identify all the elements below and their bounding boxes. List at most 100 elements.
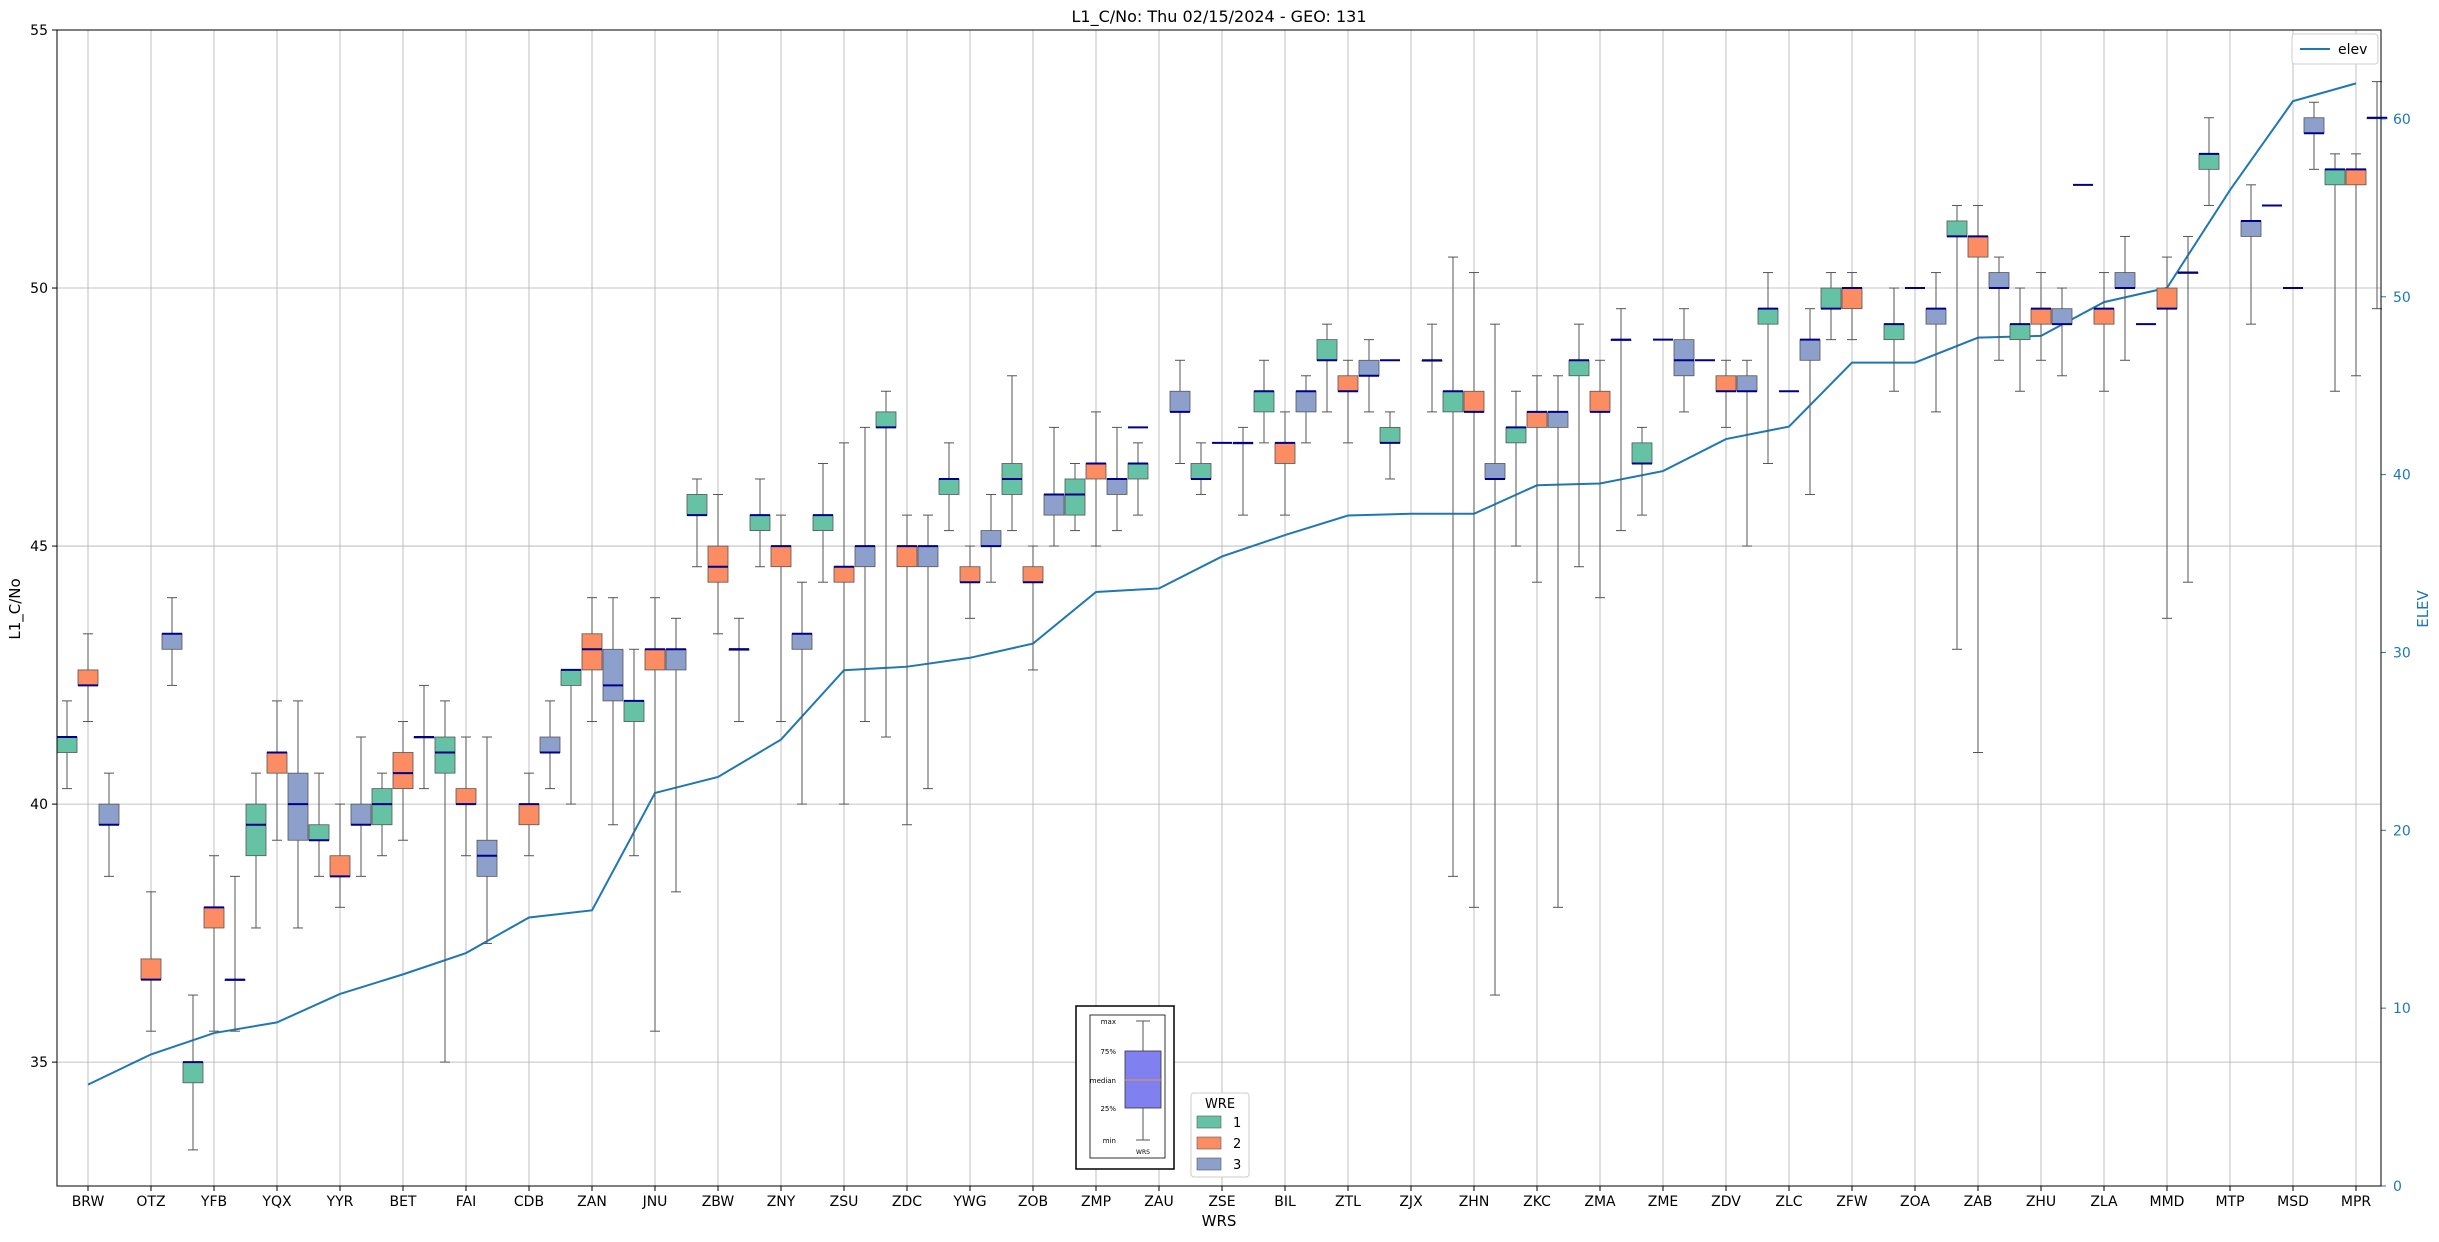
box-iqr: [329, 855, 351, 877]
plot-frame: [56, 29, 2382, 1187]
box-wrs-zsu-wre-3: [854, 426, 876, 723]
box-iqr: [434, 736, 456, 774]
box-wrs-brw-wre-2: [77, 633, 99, 723]
x-tick-label: MTP: [2215, 1194, 2244, 1210]
box-wrs-zla-wre-2: [2093, 272, 2115, 392]
box-iqr: [182, 1061, 204, 1084]
box-iqr: [1526, 411, 1548, 428]
x-tick-label: MSD: [2277, 1194, 2309, 1210]
x-tick-label: ZSU: [830, 1194, 859, 1210]
box-iqr: [476, 839, 498, 877]
box-wrs-yfb-wre-2: [203, 855, 225, 1032]
box-iqr: [1484, 463, 1506, 480]
box-wrs-ztl-wre-3: [1358, 339, 1380, 413]
box-wrs-zny-wre-1: [749, 478, 771, 568]
x-tick-label: CDB: [514, 1194, 544, 1210]
x-tick-label: ZHU: [2026, 1194, 2056, 1210]
y-tick-label: 40: [30, 797, 48, 813]
grid-lines: [57, 29, 2381, 1186]
box-wrs-bil-wre-1: [1253, 359, 1275, 444]
box-wrs-zab-wre-2: [1967, 204, 1989, 753]
wre-legend-label-1: 1: [1233, 1116, 1241, 1131]
box-wrs-yyr-wre-1: [308, 772, 330, 877]
y2-tick-label: 30: [2393, 645, 2411, 661]
box-wrs-ywg-wre-3: [980, 493, 1002, 583]
box-wrs-yyr-wre-2: [329, 803, 351, 908]
box-key-x-label: WRS: [1136, 1149, 1150, 1156]
box-iqr: [1673, 339, 1695, 377]
box-wrs-zan-wre-2: [581, 597, 603, 723]
box-iqr: [2156, 287, 2178, 310]
box-iqr: [350, 803, 372, 826]
box-wrs-zdv-wre-2: [1715, 359, 1737, 428]
box-iqr: [56, 736, 78, 753]
box-wrs-zjx-wre-1: [1379, 411, 1401, 480]
box-wrs-zmp-wre-1: [1064, 463, 1086, 532]
x-tick-label: YYR: [326, 1194, 354, 1210]
elevation-legend: elev: [2291, 33, 2379, 65]
x-tick-label: ZLA: [2090, 1194, 2118, 1210]
box-wrs-zma-wre-1: [1568, 323, 1590, 568]
box-iqr: [1190, 463, 1212, 480]
box-wrs-cdb-wre-2: [518, 772, 540, 857]
box-wrs-zan-wre-3: [602, 597, 624, 826]
box-iqr: [203, 906, 225, 929]
box-wrs-jnu-wre-3: [665, 617, 687, 893]
x-tick-label: MMD: [2150, 1194, 2185, 1210]
box-plot-layer: [56, 81, 2388, 1151]
x-tick-label: ZHN: [1459, 1194, 1490, 1210]
box-iqr: [1799, 339, 1821, 361]
wre-legend-label-3: 3: [1233, 1158, 1241, 1173]
box-wrs-fai-wre-1: [434, 700, 456, 1063]
box-iqr: [665, 648, 687, 671]
box-iqr: [1127, 463, 1149, 480]
box-wrs-ywg-wre-1: [938, 442, 960, 532]
box-iqr: [1337, 375, 1359, 392]
box-wrs-zme-wre-1: [1631, 426, 1653, 516]
box-wrs-zfw-wre-2: [1841, 272, 1863, 341]
x-tick-label: OTZ: [136, 1194, 165, 1210]
box-wrs-mtp-wre-1: [2198, 117, 2220, 206]
box-wrs-ywg-wre-2: [959, 545, 981, 619]
x-tick-label: ZMP: [1081, 1194, 1111, 1210]
box-wrs-zma-wre-3: [1610, 308, 1632, 532]
box-wrs-zhu-wre-2: [2030, 272, 2052, 361]
x-tick-label: YFB: [200, 1194, 227, 1210]
box-iqr: [1253, 390, 1275, 413]
box-iqr: [161, 633, 183, 650]
box-wrs-zny-wre-3: [791, 581, 813, 805]
box-iqr: [245, 803, 267, 857]
box-wrs-mtp-wre-3: [2240, 184, 2262, 325]
box-wrs-zhn-wre-1: [1442, 256, 1464, 877]
box-iqr: [1820, 287, 1842, 310]
box-key-label-q1: 25%: [1100, 1105, 1116, 1113]
box-iqr: [1085, 463, 1107, 480]
box-wrs-ztl-wre-1: [1316, 323, 1338, 413]
box-wrs-zbw-wre-1: [686, 478, 708, 568]
wre-legend-title: WRE: [1205, 1097, 1235, 1112]
box-iqr: [854, 545, 876, 568]
box-iqr: [1358, 359, 1380, 377]
box-iqr: [1946, 220, 1968, 237]
box-wrs-zny-wre-2: [770, 514, 792, 723]
box-iqr: [812, 514, 834, 531]
box-iqr: [287, 772, 309, 841]
x-tick-label: ZFW: [1836, 1194, 1868, 1210]
box-wrs-zlc-wre-1: [1757, 272, 1779, 464]
x-tick-label: ZBW: [702, 1194, 735, 1210]
x-tick-label: ZLC: [1775, 1194, 1802, 1210]
box-iqr: [1568, 359, 1590, 377]
box-iqr: [1736, 375, 1758, 392]
x-tick-label: FAI: [456, 1194, 476, 1210]
box-iqr: [2303, 117, 2325, 134]
wre-legend-swatch-3: [1196, 1157, 1222, 1171]
x-tick-label: YQX: [261, 1194, 292, 1210]
box-iqr: [2198, 153, 2220, 170]
box-iqr: [749, 514, 771, 531]
y-tick-label: 45: [30, 539, 48, 555]
x-tick-label: BIL: [1274, 1194, 1296, 1210]
wre-legend-label-2: 2: [1233, 1137, 1241, 1152]
wre-legend-swatch-1: [1196, 1115, 1222, 1129]
box-iqr: [1631, 442, 1653, 464]
